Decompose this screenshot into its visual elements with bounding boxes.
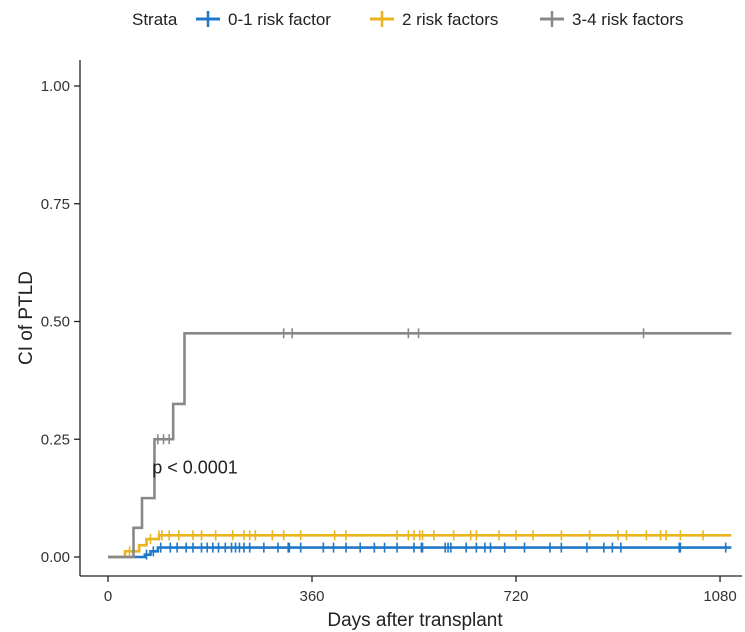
- x-tick-label: 0: [104, 588, 112, 605]
- y-tick-label: 0.25: [41, 431, 70, 448]
- x-tick-label: 360: [299, 588, 324, 605]
- x-tick-label: 1080: [703, 588, 736, 605]
- series-line: [108, 546, 732, 559]
- legend-title: Strata: [132, 10, 178, 29]
- legend-entry-label: 0-1 risk factor: [228, 10, 331, 29]
- series-line: [108, 331, 732, 559]
- legend: Strata 0-1 risk factor 2 risk factors 3-4 …: [132, 10, 683, 29]
- p-value-annotation: p < 0.0001: [152, 458, 238, 478]
- x-tick-label: 720: [504, 588, 529, 605]
- y-tick-label: 0.75: [41, 196, 70, 213]
- x-axis-title: Days after transplant: [327, 610, 503, 631]
- y-tick-label: 0.00: [41, 549, 70, 566]
- y-tick-label: 1.00: [41, 78, 70, 95]
- y-tick-label: 0.50: [41, 314, 70, 331]
- y-axis-title: CI of PTLD: [16, 271, 37, 365]
- legend-entry-label: 2 risk factors: [402, 10, 498, 29]
- legend-entry-label: 3-4 risk factors: [572, 10, 683, 29]
